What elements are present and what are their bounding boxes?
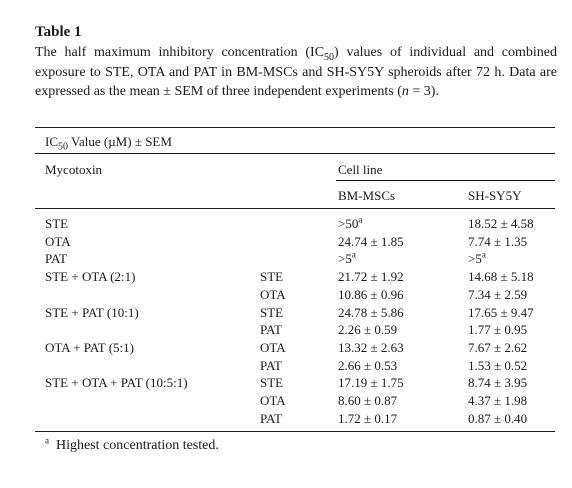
component-cell: PAT — [260, 410, 282, 426]
component-cell: OTA — [260, 339, 286, 355]
table-title: Table 1 — [35, 24, 82, 40]
table-caption: The half maximum inhibitory concentratio… — [35, 45, 557, 99]
component-cell: OTA — [260, 393, 286, 408]
footnote: a Highest concentration tested. — [45, 435, 219, 453]
mycotoxin-cell: PAT — [45, 251, 67, 267]
bm-mscs-value: >50a — [338, 214, 363, 231]
bm-mscs-value: 24.74 ± 1.85 — [338, 233, 404, 249]
sh-sy5y-value: 18.52 ± 4.58 — [468, 216, 534, 231]
header-sh-sy5y: SH-SY5Y — [468, 188, 522, 203]
footnote-marker: a — [351, 250, 356, 261]
component-cell: STE — [260, 304, 284, 320]
component-cell: PAT — [260, 322, 282, 338]
footnote-marker: a — [481, 250, 486, 261]
component-cell: STE — [260, 269, 284, 285]
unit-rule — [35, 153, 555, 154]
mycotoxin-cell: OTA — [45, 233, 71, 249]
unit-label: IC50 Value (µM) ± SEM — [45, 134, 172, 153]
bm-mscs-value: 24.78 ± 5.86 — [338, 304, 404, 320]
bottom-rule — [35, 431, 555, 432]
component-cell: STE — [260, 375, 284, 391]
header-bm-mscs: BM-MSCs — [338, 188, 396, 203]
sh-sy5y-value: 14.68 ± 5.18 — [468, 269, 534, 285]
sh-sy5y-value: >5a — [468, 250, 486, 267]
mycotoxin-cell: STE — [45, 216, 69, 231]
bm-mscs-value: >5a — [338, 250, 356, 267]
sh-sy5y-value: 7.74 ± 1.35 — [468, 233, 528, 249]
header-mycotoxin: Mycotoxin — [45, 162, 103, 177]
sh-sy5y-value: 1.53 ± 0.52 — [468, 357, 528, 373]
bm-mscs-value: 13.32 ± 2.63 — [338, 339, 404, 355]
mycotoxin-cell: STE + OTA + PAT (10:5:1) — [45, 375, 188, 391]
cell-line-rule — [336, 180, 555, 181]
bm-mscs-value: 10.86 ± 0.96 — [338, 286, 404, 302]
sh-sy5y-value: 4.37 ± 1.98 — [468, 393, 528, 408]
sh-sy5y-value: 17.65 ± 9.47 — [468, 304, 534, 320]
header-rule — [35, 208, 555, 209]
bm-mscs-value: 2.66 ± 0.53 — [338, 357, 398, 373]
sh-sy5y-value: 0.87 ± 0.40 — [468, 410, 528, 426]
sh-sy5y-value: 7.67 ± 2.62 — [468, 339, 528, 355]
footnote-marker: a — [358, 214, 363, 225]
bm-mscs-value: 21.72 ± 1.92 — [338, 269, 404, 285]
mycotoxin-cell: OTA + PAT (5:1) — [45, 339, 135, 355]
mycotoxin-cell: STE + OTA (2:1) — [45, 269, 136, 285]
bm-mscs-value: 2.26 ± 0.59 — [338, 322, 398, 338]
top-rule — [35, 127, 555, 128]
sh-sy5y-value: 1.77 ± 0.95 — [468, 322, 528, 338]
mycotoxin-cell: STE + PAT (10:1) — [45, 304, 139, 320]
bm-mscs-value: 8.60 ± 0.87 — [338, 393, 398, 408]
bm-mscs-value: 17.19 ± 1.75 — [338, 375, 404, 391]
header-cell-line: Cell line — [338, 162, 383, 177]
sh-sy5y-value: 8.74 ± 3.95 — [468, 375, 528, 391]
component-cell: PAT — [260, 357, 282, 373]
component-cell: OTA — [260, 286, 286, 302]
sh-sy5y-value: 7.34 ± 2.59 — [468, 286, 528, 302]
bm-mscs-value: 1.72 ± 0.17 — [338, 410, 398, 426]
